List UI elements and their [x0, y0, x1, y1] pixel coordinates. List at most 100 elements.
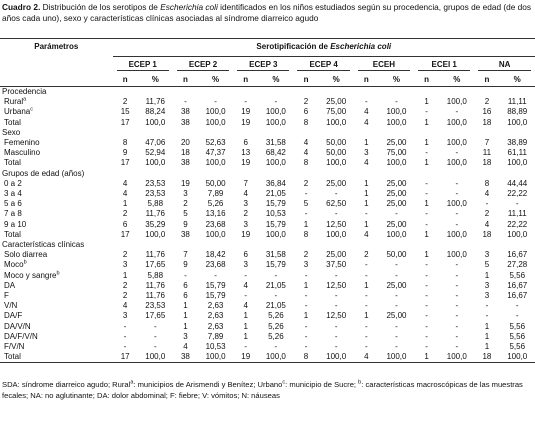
- cell: 100,0: [205, 229, 226, 239]
- data-row: V/N 4 23,53 1 2,63 4 21,05 - - - - - - - -: [0, 301, 535, 311]
- cell: 1: [122, 270, 128, 280]
- cell: 3: [484, 250, 490, 260]
- cell: -: [184, 97, 187, 107]
- cell: -: [425, 189, 428, 199]
- cell: -: [395, 342, 398, 352]
- row-label-text: F: [4, 291, 9, 301]
- cell: 100,0: [446, 97, 467, 107]
- cell: 100,0: [145, 158, 166, 168]
- cell: 17: [120, 117, 130, 127]
- subcol-header: n: [172, 74, 198, 87]
- cell: 19: [241, 158, 251, 168]
- cell: 100,0: [265, 117, 286, 127]
- cell: 38,89: [507, 138, 528, 148]
- group-header: ECEH: [354, 57, 414, 75]
- cell: 16,67: [507, 291, 528, 301]
- cell: 5: [484, 260, 490, 270]
- row-label: Rurala: [0, 97, 113, 107]
- cell: -: [364, 260, 368, 270]
- cell: -: [455, 189, 459, 199]
- cell: 9: [183, 219, 188, 229]
- cell: 100,0: [326, 158, 347, 168]
- cell: 11,76: [145, 97, 165, 107]
- cell: 23,53: [145, 189, 166, 199]
- cell: -: [274, 270, 278, 280]
- row-label-sup: c: [30, 106, 33, 113]
- row-label: Femenino: [0, 138, 113, 148]
- cell: 36,84: [265, 178, 286, 188]
- group-header: ECEI 1: [414, 57, 474, 75]
- cell: 1: [183, 311, 188, 321]
- cell: 11: [482, 148, 492, 158]
- cell: -: [485, 199, 489, 209]
- cell: 2: [122, 209, 128, 219]
- footnote-sup: c: [282, 379, 286, 386]
- cell: 1: [122, 199, 128, 209]
- footnote-text: SDA: síndrome diarreico agudo; Rural: [2, 380, 131, 389]
- data-row: Masculino 9 52,94 18 47,37 13 68,42 4 50,00 3 75,0…: [0, 148, 535, 158]
- cell: 17: [120, 158, 130, 168]
- row-label: Total: [0, 158, 113, 168]
- cell: 100,0: [326, 117, 347, 127]
- row-label-text: 3 a 4: [4, 189, 22, 199]
- section-row: Procedencia: [0, 87, 535, 98]
- footnote: SDA: síndrome diarreico agudo; Rurala: m…: [2, 379, 532, 401]
- cell: 3: [122, 260, 128, 270]
- cell: 100,0: [145, 229, 166, 239]
- cell: 19: [180, 178, 190, 188]
- cell: 12,50: [326, 311, 347, 321]
- subcol-header: n: [233, 74, 259, 87]
- cell: 7,89: [207, 189, 224, 199]
- cell: 1: [424, 250, 429, 260]
- caption-label: Cuadro 2.: [2, 2, 41, 12]
- cell: -: [485, 301, 489, 311]
- cell: 5,26: [268, 321, 284, 331]
- cell: 88,24: [145, 107, 166, 117]
- cell: 18: [482, 158, 492, 168]
- section-row: Características clínicas: [0, 240, 535, 250]
- cell: 100,0: [386, 229, 407, 239]
- cell: 1: [364, 138, 369, 148]
- cell: 4: [484, 189, 490, 199]
- group-label: ECEH: [357, 60, 411, 72]
- cell: 31,58: [265, 138, 286, 148]
- cell: -: [364, 209, 368, 219]
- section-title: Procedencia: [2, 87, 47, 96]
- row-label-text: Total: [4, 117, 21, 127]
- caption-text: Distribución de los serotipos de: [42, 2, 161, 12]
- cell: 2: [364, 250, 369, 260]
- group-label: ECEP 2: [176, 60, 230, 72]
- subcol-header: n: [112, 74, 138, 87]
- cell: 5,88: [147, 199, 164, 209]
- row-label-text: Femenino: [4, 138, 40, 148]
- footnote-text: : características macroscópicas de las m…: [2, 380, 523, 400]
- cell: 5,56: [509, 270, 526, 280]
- subcol-header: %: [499, 74, 535, 87]
- cell: 12,50: [326, 219, 347, 229]
- subcol-header: %: [439, 74, 475, 87]
- subcol-header: %: [137, 74, 173, 87]
- cell: -: [395, 321, 398, 331]
- cell: 50,00: [326, 148, 347, 158]
- cell: 1: [484, 331, 490, 341]
- cell: 11,76: [145, 291, 165, 301]
- subcol-header: n: [414, 74, 440, 87]
- cell: 100,0: [446, 138, 467, 148]
- subcol-header: %: [198, 74, 234, 87]
- cell: 100,0: [386, 158, 407, 168]
- cell: 2: [122, 280, 128, 290]
- cell: 1: [364, 280, 369, 290]
- cell: 3: [243, 260, 248, 270]
- cell: 3: [364, 148, 369, 158]
- cell: 25,00: [386, 189, 407, 199]
- cell: -: [304, 270, 308, 280]
- cell: 2: [484, 209, 490, 219]
- cell: 100,0: [258, 352, 294, 364]
- cell: 25,00: [326, 250, 347, 260]
- cell: -: [395, 270, 398, 280]
- cell: 2: [484, 97, 490, 107]
- cell: -: [364, 97, 368, 107]
- cell: -: [304, 291, 308, 301]
- cell: -: [123, 342, 127, 352]
